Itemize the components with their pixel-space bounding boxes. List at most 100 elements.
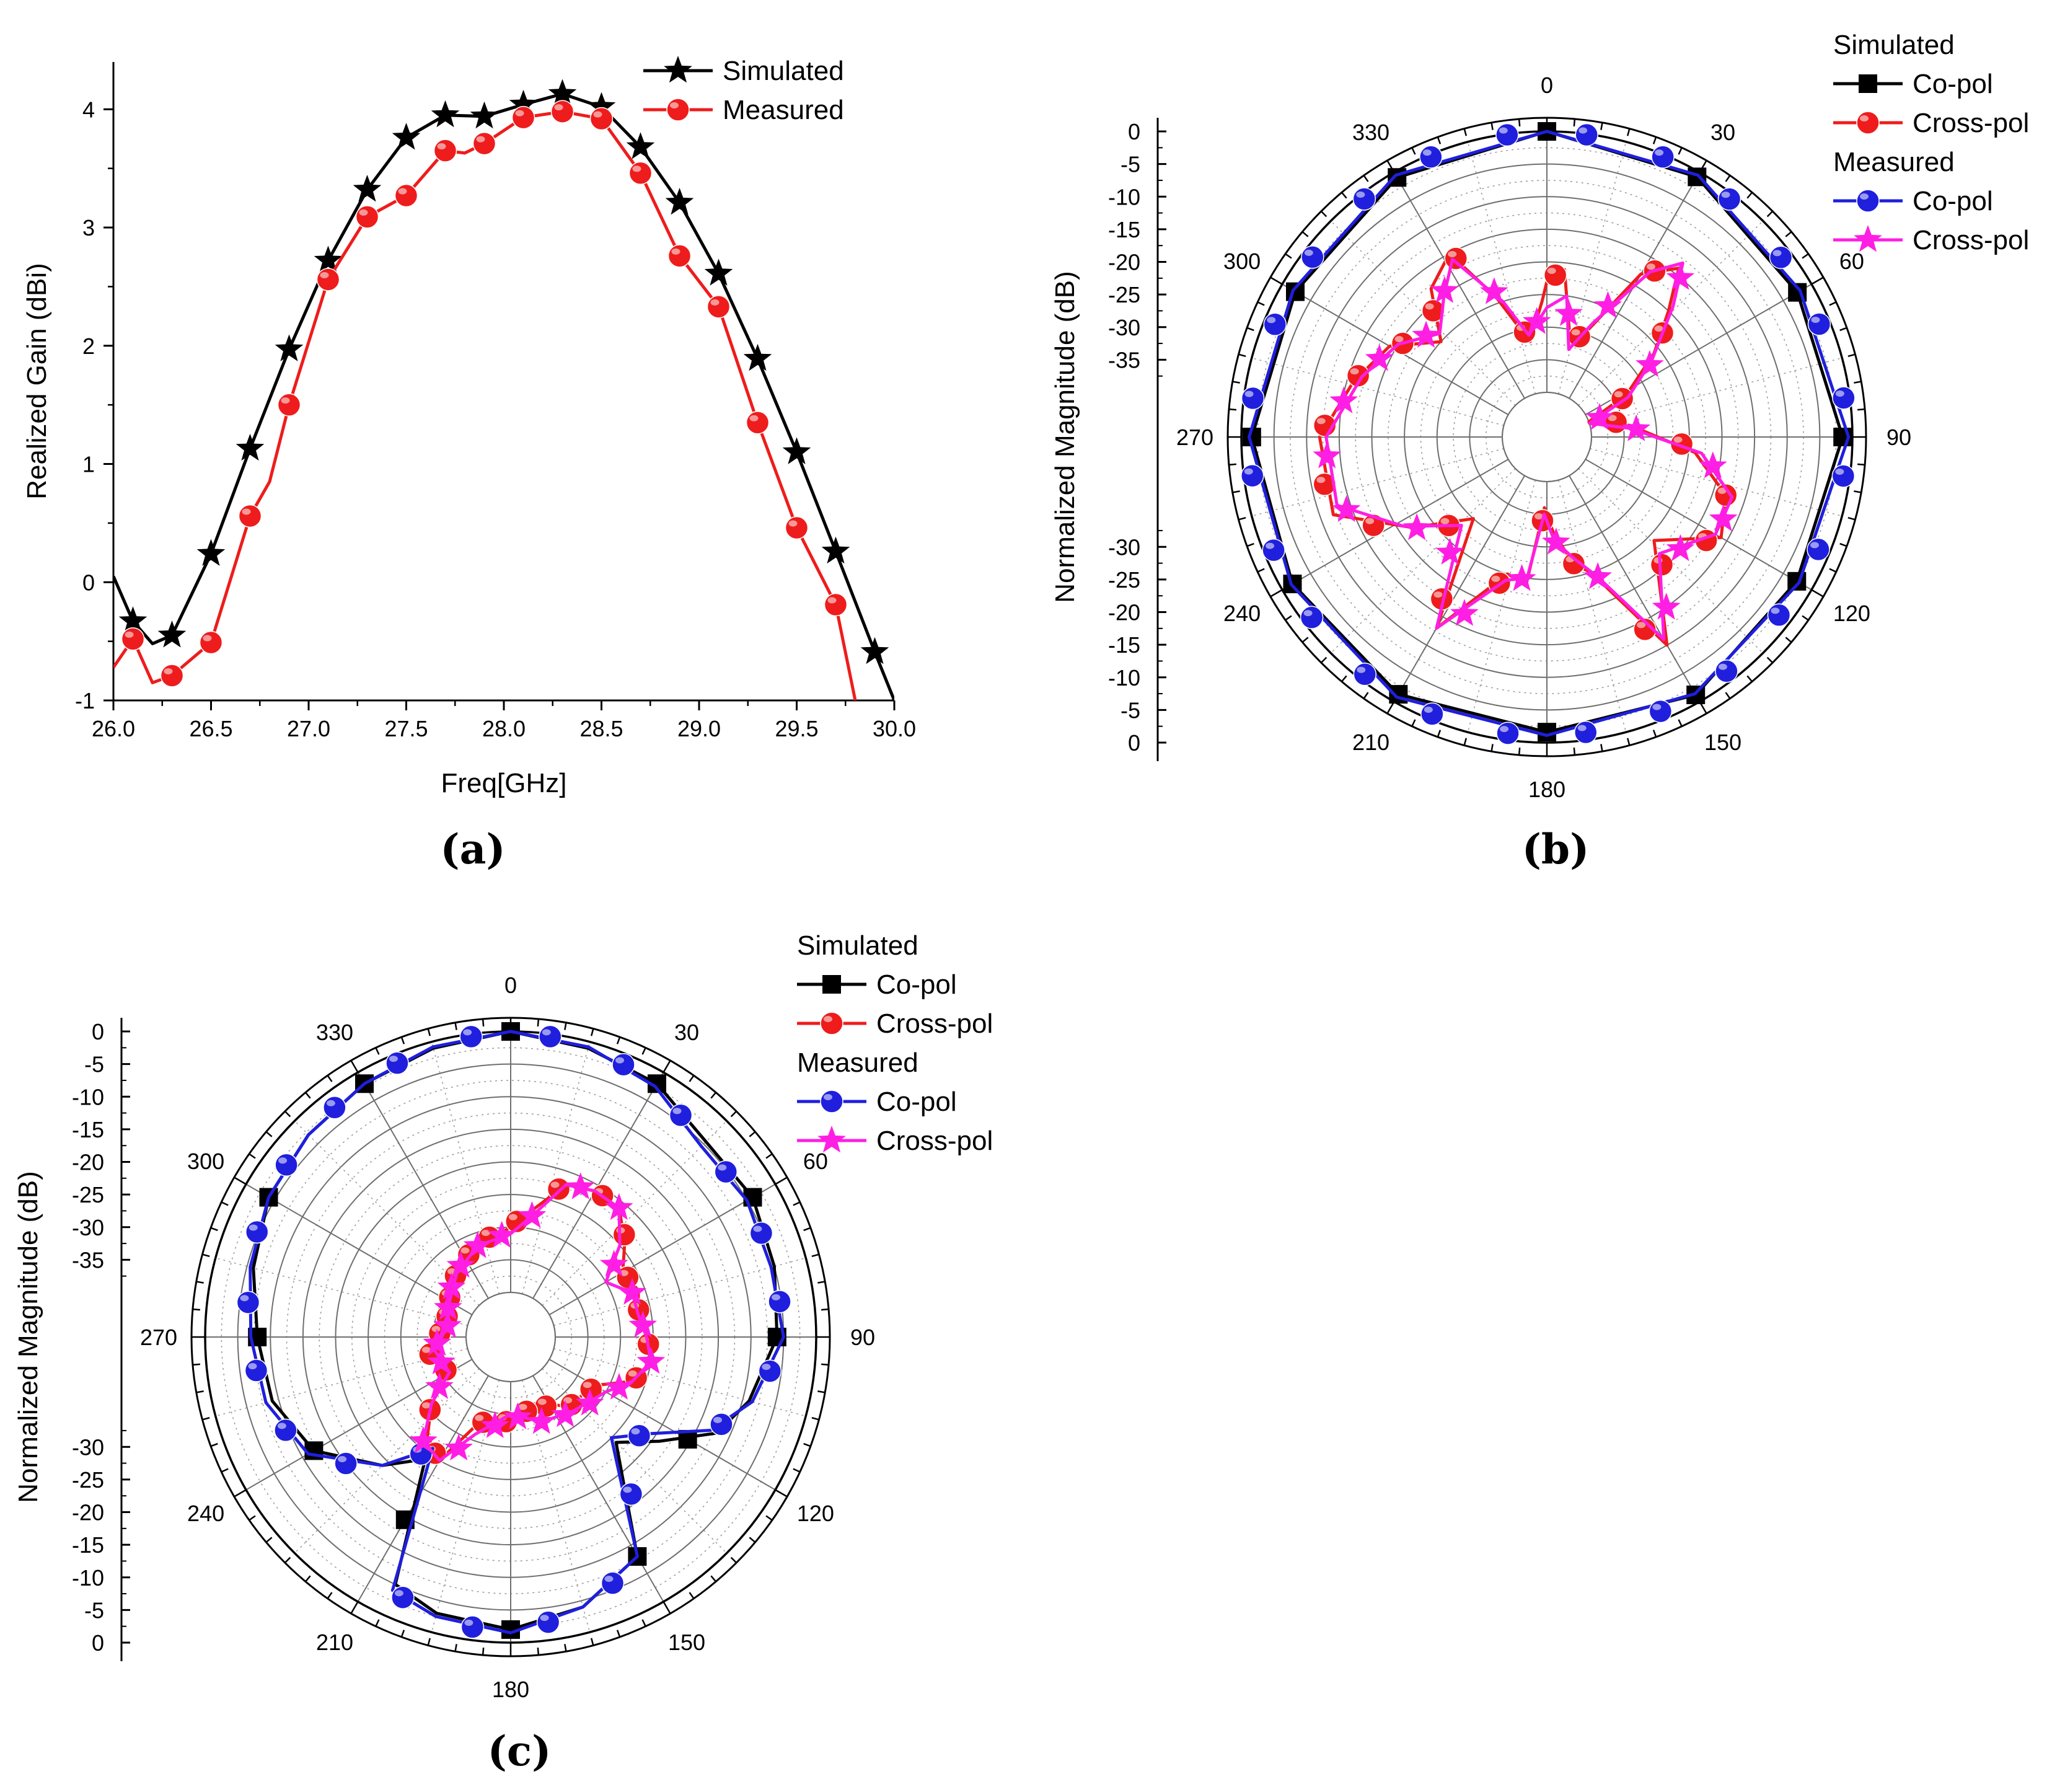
circle-marker-highlight [583,1382,592,1388]
legend-item-measured-cross-pol: Cross-pol [797,1126,993,1156]
star-marker [425,1372,454,1399]
angle-tick [641,1619,646,1627]
angle-tick [196,1390,204,1393]
angle-tick [1573,747,1576,756]
star-marker [626,132,655,159]
angle-tick [803,1227,811,1232]
major-spoke [548,1183,776,1315]
data-point [575,1388,604,1416]
circle-marker [768,1290,791,1313]
angle-tick [1411,719,1416,727]
data-point [199,630,223,655]
star-marker [1329,386,1358,413]
circle-marker [274,1418,297,1442]
circle-marker [394,183,418,208]
panel-caption: (b) [1522,825,1590,873]
legend-item-measured-co-pol: Co-pol [797,1087,957,1117]
circle-marker-highlight [1491,575,1500,582]
data-point [427,1347,456,1375]
circle-marker-highlight [762,1364,771,1370]
circle-marker-highlight [1424,706,1433,713]
angle-tick [454,1644,457,1652]
circle-marker-highlight [1614,391,1623,398]
angle-tick [1257,301,1265,306]
circle-marker-highlight [1571,329,1580,336]
data-point [1633,617,1657,642]
circle-marker [534,1394,558,1418]
data-point [1329,386,1358,413]
data-point [1832,386,1856,410]
circle-marker-highlight [1267,317,1276,324]
circle-marker [1301,245,1324,269]
data-point [536,1610,560,1634]
data-point [433,1311,462,1338]
circle-marker-highlight [1534,513,1543,519]
circle-marker [1807,312,1831,336]
legend-item-measured-cross-pol: Cross-pol [1833,225,2029,255]
data-point [1435,537,1464,565]
data-point [160,664,184,687]
square-marker [822,975,841,994]
angle-tick [1341,192,1347,199]
angle-tick [1652,730,1657,738]
angle-tick [689,1592,695,1599]
legend-marker [822,975,841,994]
data-point [714,1160,738,1184]
angle-tick [192,1363,201,1366]
circle-marker-highlight [615,1057,625,1064]
circle-marker [1419,145,1443,169]
circle-marker [1241,386,1265,410]
data-point [1353,663,1377,686]
legend-item-simulated: Simulated [643,56,844,86]
circle-marker-highlight [249,1224,258,1231]
angle-tick [1854,490,1862,493]
data-point [391,1586,415,1609]
data-point [539,1025,562,1049]
legend-group-title: Measured [797,1048,918,1078]
angle-tick [1811,276,1824,285]
circle-marker-highlight [824,1016,832,1022]
data-point [434,1292,462,1320]
angle-tick [817,1281,826,1284]
angle-tick [537,1647,540,1656]
major-spoke [1393,475,1525,702]
data-point [1522,307,1551,334]
data-point [1332,495,1361,523]
angle-tick [730,1110,738,1118]
circle-marker-highlight [338,1456,347,1463]
circle-marker-highlight [1500,726,1509,733]
circle-marker [710,1413,733,1436]
data-point [196,539,226,566]
data-point [1480,277,1508,304]
legend-item-simulated-co-pol: Co-pol [1833,69,1993,99]
scale-label: 0 [92,1019,104,1044]
circle-marker-highlight [398,188,407,195]
angle-tick [765,1153,773,1159]
circle-marker-highlight [753,1225,762,1232]
data-point [1807,537,1830,562]
star-marker [1365,343,1394,371]
circle-marker-highlight [1304,249,1313,256]
star-marker [664,56,692,83]
angle-tick [210,1227,218,1232]
circle-marker-highlight [1266,542,1275,549]
star-marker [423,1328,451,1356]
star-marker [1313,441,1341,469]
data-point [385,1051,409,1075]
circle-marker-highlight [542,1029,551,1036]
circle-marker-highlight [1608,415,1617,422]
data-point [511,105,535,130]
legend-label: Cross-pol [1913,225,2029,255]
circle-marker-highlight [749,415,759,422]
circle-marker-highlight [1718,663,1727,670]
circle-marker-highlight [631,1428,640,1435]
circle-marker-highlight [248,1363,257,1370]
circle-marker-highlight [788,520,798,527]
legend-label: Cross-pol [876,1126,993,1156]
angle-tick [234,1176,247,1185]
data-point [423,1328,451,1356]
star-marker [353,175,382,202]
circle-marker-highlight [1422,149,1432,156]
angle-label: 210 [1352,730,1389,755]
x-tick-label: 26.0 [92,716,135,741]
